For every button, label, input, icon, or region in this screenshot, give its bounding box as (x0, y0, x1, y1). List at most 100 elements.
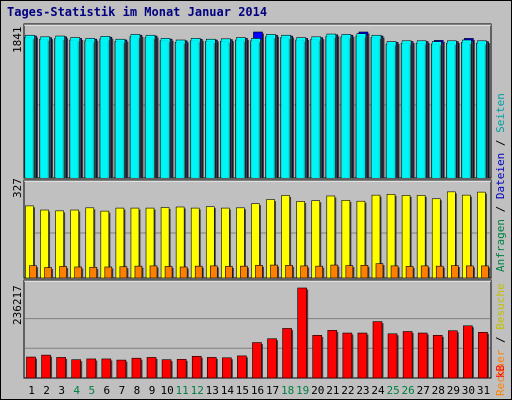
bar-kb-day-13 (206, 357, 217, 379)
bar-rechner-day-2 (44, 267, 52, 279)
bar-anfragen-fill (311, 37, 320, 179)
bar-anfragen-fill (477, 41, 486, 178)
day-label-28: 28 (432, 384, 445, 397)
day-label-21: 21 (326, 384, 339, 397)
bar-rechner-day-10 (164, 266, 173, 279)
bar-anfragen-fill (326, 35, 335, 179)
bar-rechner-day-5 (89, 266, 98, 279)
day-label-30: 30 (462, 384, 475, 397)
day-label-5: 5 (88, 384, 95, 397)
bar-rechner-day-25 (390, 265, 399, 279)
bar-kb-day-19 (297, 287, 307, 379)
day-label-17: 17 (266, 384, 279, 397)
bar-kb-day-1 (26, 356, 36, 379)
bar-anfragen-fill (70, 38, 79, 179)
bar-kb-day-4 (71, 359, 81, 379)
day-label-23: 23 (356, 384, 369, 397)
bar-kb-day-2 (41, 354, 51, 379)
day-label-4: 4 (73, 384, 80, 397)
bar-kb-day-5 (86, 358, 97, 379)
day-label-9: 9 (149, 384, 156, 397)
bar-anfragen-fill (191, 39, 200, 179)
bar-rechner-day-1 (29, 265, 37, 279)
bar-rechner-day-20 (315, 265, 324, 279)
bar-kb-day-25 (387, 333, 398, 379)
day-label-11: 11 (176, 384, 189, 397)
bar-anfragen-fill (432, 42, 441, 178)
bar-kb-day-29 (448, 330, 458, 379)
bar-kb-day-30 (463, 325, 473, 379)
day-label-8: 8 (134, 384, 141, 397)
day-label-27: 27 (417, 384, 430, 397)
bar-rechner-day-30 (466, 265, 474, 279)
bar-rechner-day-17 (270, 264, 278, 279)
day-label-29: 29 (447, 384, 460, 397)
bar-rechner-day-31 (481, 265, 489, 279)
bar-rechner-day-14 (225, 266, 233, 279)
bar-kb-day-8 (131, 357, 142, 379)
day-label-15: 15 (236, 384, 249, 397)
bar-kb-day-11 (176, 359, 187, 379)
bar-kb-day-10 (161, 359, 172, 379)
bar-anfragen-fill (115, 40, 124, 178)
day-label-25: 25 (386, 384, 399, 397)
bar-anfragen-fill (356, 34, 365, 178)
bar-kb-day-28 (432, 335, 443, 379)
chart-title: Tages-Statistik im Monat Januar 2014 (7, 5, 268, 19)
day-label-16: 16 (251, 384, 264, 397)
bar-anfragen-fill (417, 41, 426, 178)
bar-kb-day-7 (116, 359, 127, 379)
bar-rechner-day-23 (360, 265, 369, 279)
bar-besuche-day-29 (447, 191, 456, 279)
bar-rechner-day-26 (405, 266, 414, 279)
bar-rechner-day-28 (435, 265, 444, 279)
day-label-14: 14 (221, 384, 235, 397)
bar-kb-day-16 (252, 342, 262, 379)
bar-anfragen-fill (251, 39, 260, 179)
bar-rechner-day-13 (209, 265, 218, 279)
day-label-3: 3 (58, 384, 65, 397)
bar-besuche-day-25 (386, 194, 396, 279)
bar-anfragen-fill (296, 38, 305, 179)
day-label-24: 24 (371, 384, 385, 397)
bar-anfragen-fill (100, 37, 109, 178)
bar-rechner-day-6 (104, 266, 113, 279)
bar-anfragen-fill (40, 37, 49, 179)
bar-kb-day-12 (191, 355, 202, 379)
bar-kb-day-22 (342, 332, 353, 379)
bar-anfragen-fill (462, 41, 471, 178)
day-label-26: 26 (402, 384, 415, 397)
bar-kb-day-3 (56, 357, 66, 379)
day-label-2: 2 (43, 384, 50, 397)
bar-kb-day-26 (402, 331, 413, 379)
bar-rechner-day-9 (149, 265, 158, 279)
day-label-6: 6 (104, 384, 111, 397)
bar-anfragen-fill (221, 39, 230, 178)
bar-rechner-day-3 (59, 266, 67, 279)
day-label-1: 1 (28, 384, 35, 397)
bar-anfragen-fill (206, 40, 215, 178)
bar-rechner-day-8 (134, 265, 143, 279)
bar-anfragen-fill (25, 36, 34, 178)
bar-rechner-day-24 (375, 263, 384, 279)
bar-rechner-day-15 (240, 265, 248, 279)
day-label-18: 18 (281, 384, 294, 397)
bar-anfragen-fill (130, 35, 139, 178)
bar-anfragen-fill (55, 37, 64, 178)
bar-kb-day-17 (267, 338, 277, 379)
day-label-22: 22 (341, 384, 354, 397)
bar-anfragen-fill (387, 42, 396, 178)
bar-rechner-day-7 (119, 266, 128, 279)
day-label-7: 7 (119, 384, 126, 397)
bar-besuche-day-26 (401, 195, 411, 279)
bar-rechner-day-27 (420, 265, 429, 279)
bar-anfragen-fill (85, 39, 94, 179)
bar-besuche-day-31 (477, 191, 486, 279)
bar-rechner-day-29 (451, 265, 459, 279)
day-label-19: 19 (296, 384, 309, 397)
bar-rechner-day-19 (300, 265, 308, 279)
bar-kb-day-21 (327, 330, 338, 379)
bar-rechner-day-21 (330, 264, 339, 279)
bar-rechner-day-11 (179, 266, 188, 279)
